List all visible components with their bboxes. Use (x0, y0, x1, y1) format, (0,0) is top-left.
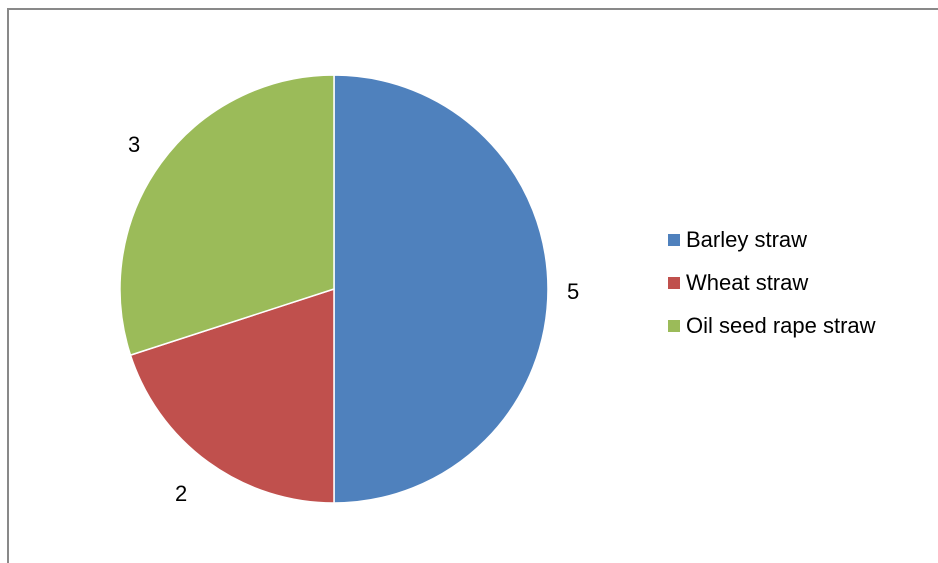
chart-border-left (7, 8, 9, 563)
legend: Barley straw Wheat straw Oil seed rape s… (668, 226, 876, 357)
legend-label-barley-straw: Barley straw (686, 226, 808, 252)
pie-slice-wheat-straw (129, 288, 335, 504)
legend-swatch-oil-seed-rape-straw (668, 319, 680, 332)
legend-item-oil-seed-rape-straw: Oil seed rape straw (668, 312, 876, 338)
legend-item-barley-straw: Barley straw (668, 226, 876, 252)
chart-border-top (7, 8, 938, 10)
data-label-wheat-straw: 2 (175, 481, 188, 506)
legend-swatch-wheat-straw (668, 276, 680, 289)
legend-swatch-barley-straw (668, 233, 680, 246)
legend-label-oil-seed-rape-straw: Oil seed rape straw (686, 312, 876, 338)
legend-label-wheat-straw: Wheat straw (686, 269, 809, 295)
data-label-oil-seed-rape-straw: 3 (128, 132, 141, 157)
pie-slice-barley-straw (333, 74, 549, 504)
data-label-barley-straw: 5 (567, 279, 580, 304)
pie-slice-oil-seed-rape-straw (119, 74, 335, 356)
legend-item-wheat-straw: Wheat straw (668, 269, 876, 295)
